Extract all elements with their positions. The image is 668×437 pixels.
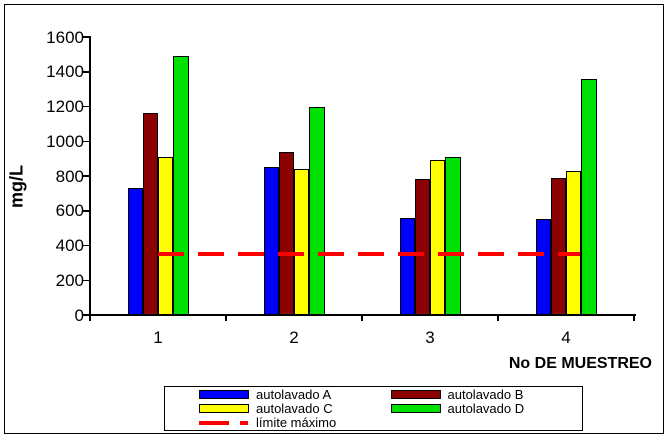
- bar-autolavado-b-cat2: [278, 151, 294, 315]
- y-tick-label: 1000: [46, 131, 84, 151]
- y-tick-mark: [83, 244, 90, 247]
- legend-swatch: [390, 404, 441, 413]
- x-tick-mark: [225, 315, 227, 321]
- bar-autolavado-c-cat1: [158, 156, 174, 315]
- y-tick-mark: [83, 210, 90, 212]
- y-tick-label: 600: [55, 201, 84, 221]
- legend-item-autolavado-a: autolavado A: [199, 386, 391, 402]
- bar-autolavado-a-cat2: [263, 167, 279, 315]
- y-tick-label: 800: [55, 166, 84, 186]
- legend-item-autolavado-b: autolavado B: [390, 386, 583, 402]
- legend-item-autolavado-c: autolavado C: [199, 400, 391, 416]
- y-tick-label: 200: [55, 270, 84, 290]
- legend-swatch: [199, 390, 249, 399]
- legend-row: autolavado C autolavado D: [199, 400, 583, 416]
- y-tick-mark: [83, 36, 90, 38]
- bar-autolavado-c-cat2: [294, 169, 310, 315]
- bar-autolavado-a-cat1: [127, 188, 143, 315]
- y-tick-label: 1600: [46, 27, 84, 47]
- bar-autolavado-c-cat4: [566, 170, 582, 315]
- chart-outer-border: [4, 4, 664, 434]
- x-category-label: 2: [289, 328, 299, 347]
- bar-autolavado-d-cat1: [173, 56, 189, 315]
- legend-label: autolavado A: [256, 386, 332, 402]
- y-tick-mark: [83, 314, 90, 316]
- x-axis-title: No DE MUESTREO: [508, 355, 652, 372]
- x-tick-mark: [361, 315, 363, 321]
- legend-label: autolavado D: [447, 400, 525, 416]
- bar-autolavado-a-cat4: [535, 219, 551, 315]
- bar-autolavado-a-cat3: [399, 217, 415, 315]
- y-tick-mark: [83, 140, 90, 142]
- legend-row: autolavado A autolavado B: [199, 386, 583, 402]
- legend-row: límite máximo: [199, 414, 582, 430]
- x-category-label: 4: [561, 328, 571, 347]
- legend-label: límite máximo: [256, 414, 337, 430]
- x-tick-mark: [89, 315, 91, 321]
- legend-swatch: [390, 390, 441, 399]
- x-tick-mark: [633, 315, 635, 321]
- bar-autolavado-c-cat3: [430, 160, 446, 315]
- legend-item-autolavado-d: autolavado D: [390, 400, 583, 416]
- y-tick-label: 1400: [46, 62, 84, 82]
- y-tick-label: 0: [74, 305, 84, 325]
- y-tick-mark: [83, 279, 90, 281]
- bar-autolavado-b-cat4: [550, 177, 566, 315]
- x-axis-line: [89, 314, 636, 316]
- x-tick-mark: [497, 315, 499, 321]
- bar-autolavado-b-cat1: [142, 113, 158, 315]
- legend-dashed-line-sample: [199, 420, 251, 425]
- y-tick-label: 400: [55, 236, 84, 255]
- bar-autolavado-d-cat4: [581, 78, 597, 315]
- legend-swatch: [199, 404, 249, 413]
- y-tick-mark: [83, 105, 90, 108]
- legend-label: autolavado C: [256, 400, 333, 416]
- bar-autolavado-b-cat3: [414, 179, 430, 315]
- bar-autolavado-d-cat3: [445, 156, 461, 315]
- legend-item-limite-maximo: límite máximo: [199, 414, 408, 430]
- x-category-label: 1: [153, 328, 163, 347]
- y-tick-label: 1200: [46, 97, 84, 116]
- limit-max-dashed-line: [158, 252, 580, 257]
- x-category-label: 3: [425, 328, 435, 347]
- y-tick-mark: [83, 175, 90, 177]
- legend-label: autolavado B: [447, 386, 524, 402]
- bar-autolavado-d-cat2: [309, 106, 325, 315]
- y-tick-mark: [83, 71, 90, 73]
- y-axis-title: mg/L: [6, 165, 27, 208]
